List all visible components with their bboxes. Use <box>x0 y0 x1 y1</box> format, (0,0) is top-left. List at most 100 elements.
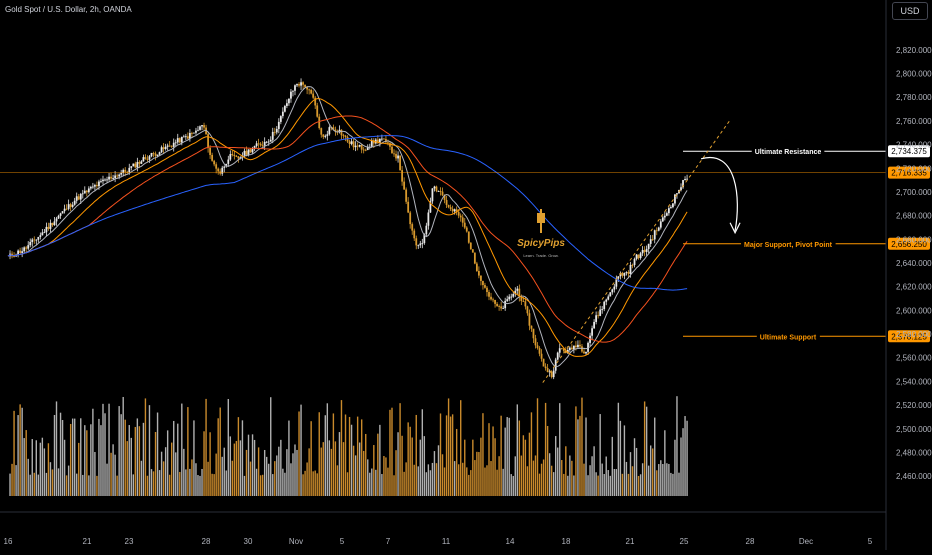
candle-body <box>542 358 545 367</box>
candle-body <box>283 105 286 112</box>
candle-body <box>59 213 62 216</box>
candle-body <box>217 168 220 172</box>
candle-body <box>441 191 444 196</box>
time-tick-label: 28 <box>746 537 755 546</box>
candle-body <box>79 194 82 200</box>
volume-bar <box>512 475 514 496</box>
volume-bar <box>71 418 74 496</box>
volume-bar <box>140 460 143 496</box>
candle-body <box>223 166 226 168</box>
price-tag <box>888 330 930 343</box>
candle-body <box>191 133 193 134</box>
symbol-title[interactable]: Gold Spot / U.S. Dollar, 2h, OANDA <box>5 5 132 14</box>
volume-bar <box>134 426 137 496</box>
spicypips-logo: SpicyPips Learn. Trade. Grow. <box>517 209 565 258</box>
volume-bar <box>251 434 254 496</box>
candle-body <box>77 196 80 200</box>
volume-bar <box>419 439 421 496</box>
candle-body <box>122 169 125 173</box>
candle-body <box>23 247 26 252</box>
volume-bar <box>488 423 490 496</box>
candle-body <box>467 231 470 243</box>
volume-bar <box>110 452 112 496</box>
candle-body <box>544 366 547 369</box>
candle-body <box>568 347 571 350</box>
candle-body <box>617 276 620 279</box>
volume-bar <box>304 470 306 496</box>
volume-bar <box>516 404 519 496</box>
volume-bar <box>664 430 666 496</box>
volume-bar <box>225 470 227 496</box>
volume-bar <box>263 449 266 496</box>
volume-bar <box>443 467 446 496</box>
volume-bar <box>654 417 656 496</box>
candle-body <box>302 82 304 85</box>
currency-button[interactable]: USD <box>892 2 928 20</box>
candle-body <box>148 156 151 160</box>
volume-bar <box>138 426 141 496</box>
candle-body <box>603 301 606 310</box>
volume-bar <box>249 461 252 496</box>
volume-bar <box>559 403 561 496</box>
candle-body <box>27 245 30 249</box>
volume-bar <box>288 420 290 496</box>
volume-bar <box>241 420 244 496</box>
candle-body <box>463 222 466 228</box>
candle-body <box>312 93 315 98</box>
volume-bar <box>221 456 223 496</box>
logo-tagline: Learn. Trade. Grow. <box>523 253 558 258</box>
time-tick-label: 11 <box>442 537 451 546</box>
candle-body <box>548 371 551 373</box>
volume-bar <box>500 415 502 496</box>
candle-body <box>500 306 503 309</box>
volume-bar <box>641 463 644 496</box>
volume-bar <box>88 475 90 496</box>
candle-body <box>595 315 598 322</box>
volume-bar <box>506 417 508 496</box>
volume-bar <box>57 468 60 496</box>
volume-bar <box>550 465 553 496</box>
volume-bar <box>660 460 662 496</box>
volume-bar <box>154 431 157 496</box>
time-tick-label: 30 <box>244 537 253 546</box>
time-tick-label: 16 <box>4 537 13 546</box>
volume-bars <box>9 396 688 496</box>
volume-bar <box>447 398 450 496</box>
price-tick-label: 2,480.000 <box>896 448 932 457</box>
volume-bar <box>666 463 668 496</box>
candle-body <box>556 352 559 360</box>
volume-bar <box>193 420 195 496</box>
candle-body <box>455 209 458 212</box>
candle-body <box>273 131 276 133</box>
candle-body <box>540 353 543 359</box>
volume-bar <box>480 437 482 496</box>
candle-body <box>508 296 511 300</box>
volume-bar <box>229 436 232 496</box>
volume-bar <box>45 472 48 496</box>
volume-bar <box>591 456 593 496</box>
candle-body <box>186 136 189 139</box>
candle-body <box>581 346 583 352</box>
volume-bar <box>102 403 104 496</box>
volume-bar <box>168 474 171 496</box>
volume-bar <box>587 475 589 496</box>
volume-bar <box>37 474 40 496</box>
volume-bar <box>342 442 345 496</box>
candle-body <box>73 200 76 205</box>
candle-body <box>166 145 169 147</box>
candle-body <box>429 201 432 213</box>
candle-body <box>156 154 159 156</box>
level-label-bg <box>741 240 836 250</box>
price-tick-label: 2,600.000 <box>896 306 932 315</box>
candle-body <box>407 201 410 213</box>
candle-body <box>116 175 119 177</box>
volume-bar <box>27 458 29 496</box>
candle-body <box>344 135 347 137</box>
price-tick-label: 2,460.000 <box>896 472 932 481</box>
volume-bar <box>472 439 474 496</box>
volume-bar <box>439 413 442 496</box>
volume-bar <box>603 474 605 496</box>
volume-bar <box>33 472 35 496</box>
